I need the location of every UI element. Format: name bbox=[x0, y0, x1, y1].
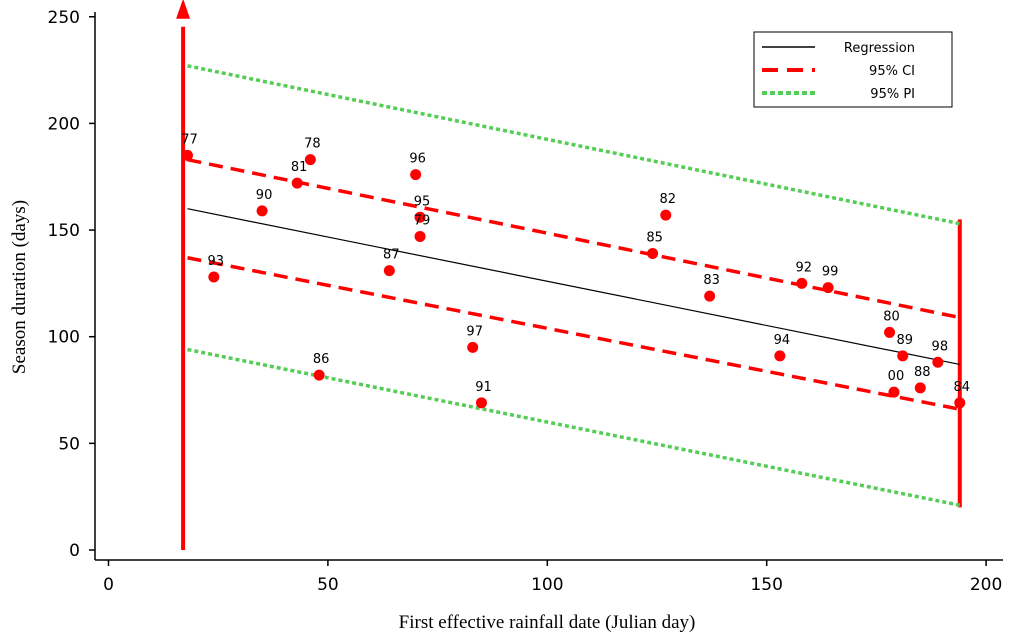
series-regression-line bbox=[187, 208, 960, 366]
data-point bbox=[954, 397, 966, 409]
data-point-label: 80 bbox=[883, 309, 900, 324]
series-95-ci-lower bbox=[187, 256, 961, 411]
data-point bbox=[383, 265, 395, 277]
legend-label-regression: Regression bbox=[844, 41, 915, 56]
data-point bbox=[888, 386, 900, 398]
y-axis-title: Season duration (days) bbox=[9, 200, 30, 374]
x-tick-label: 0 bbox=[103, 575, 114, 595]
data-points: 77 78 81 90 96 95 79 93 87 86 97 91 85 82 83 92 99 94 80 89… bbox=[181, 132, 970, 409]
y-tick-label: 150 bbox=[48, 221, 80, 241]
data-point bbox=[181, 149, 193, 161]
legend-label-95-pi: 95% PI bbox=[870, 87, 915, 102]
data-point-label: 97 bbox=[466, 324, 483, 339]
data-point-label: 81 bbox=[291, 160, 308, 175]
y-tick-label: 0 bbox=[69, 541, 80, 561]
y-tick-label: 200 bbox=[48, 114, 80, 134]
legend: Regression 95% CI 95% PI bbox=[753, 31, 953, 108]
interval-lines bbox=[187, 64, 961, 507]
data-point-label: 84 bbox=[953, 380, 970, 395]
data-point bbox=[410, 169, 422, 181]
data-point bbox=[208, 271, 220, 283]
data-point bbox=[822, 282, 834, 294]
data-point bbox=[704, 290, 716, 302]
legend-label-95-ci: 95% CI bbox=[869, 64, 915, 79]
data-point-label: 94 bbox=[774, 333, 791, 348]
x-tick-label: 50 bbox=[317, 575, 339, 595]
data-point-label: 85 bbox=[646, 231, 663, 246]
data-point bbox=[932, 356, 944, 368]
data-point bbox=[414, 230, 426, 242]
axes bbox=[94, 12, 1003, 561]
data-point-label: 98 bbox=[932, 339, 949, 354]
data-point bbox=[313, 369, 325, 381]
data-point-label: 00 bbox=[888, 369, 905, 384]
data-point bbox=[647, 248, 659, 260]
vertical-markers bbox=[176, 0, 962, 550]
data-point-label: 89 bbox=[896, 333, 913, 348]
x-tick-label: 200 bbox=[970, 575, 1002, 595]
data-point-label: 95 bbox=[414, 194, 431, 209]
data-point-label: 87 bbox=[383, 248, 400, 263]
data-point bbox=[467, 341, 479, 353]
data-point bbox=[914, 382, 926, 394]
ticks: 0 50 100 150 200 0 50 100 150 200 250 bbox=[48, 8, 1003, 595]
data-point-label: 78 bbox=[304, 137, 321, 152]
data-point-label: 96 bbox=[409, 152, 426, 167]
data-point-label: 86 bbox=[313, 352, 330, 367]
data-point bbox=[884, 326, 896, 338]
data-point-label: 90 bbox=[256, 188, 273, 203]
data-point bbox=[304, 154, 316, 166]
data-point-label: 77 bbox=[181, 132, 198, 147]
y-tick-label: 100 bbox=[48, 328, 80, 348]
data-point bbox=[897, 350, 909, 362]
data-point-label: 88 bbox=[914, 365, 931, 380]
data-point bbox=[256, 205, 268, 217]
vertical-marker-arrowhead bbox=[176, 0, 191, 19]
data-point-label: 91 bbox=[475, 380, 492, 395]
data-point-label: 93 bbox=[208, 254, 225, 269]
data-point-label: 82 bbox=[660, 192, 677, 207]
data-point bbox=[660, 209, 672, 221]
series-95-ci-upper bbox=[187, 157, 961, 320]
y-tick-label: 250 bbox=[48, 8, 80, 28]
data-point bbox=[291, 177, 303, 189]
data-point bbox=[414, 211, 426, 223]
data-point bbox=[796, 277, 808, 289]
data-point-label: 92 bbox=[796, 260, 813, 275]
data-point bbox=[774, 350, 786, 362]
x-tick-label: 100 bbox=[531, 575, 563, 595]
x-axis-title: First effective rainfall date (Julian da… bbox=[399, 612, 696, 633]
data-point-label: 83 bbox=[703, 273, 720, 288]
series-95-pi-upper bbox=[187, 64, 961, 226]
data-point-label: 79 bbox=[414, 213, 431, 228]
series-95-pi-lower bbox=[187, 347, 961, 507]
y-tick-label: 50 bbox=[58, 434, 80, 454]
data-point bbox=[475, 397, 487, 409]
data-point-label: 99 bbox=[822, 265, 839, 280]
x-tick-label: 150 bbox=[750, 575, 782, 595]
